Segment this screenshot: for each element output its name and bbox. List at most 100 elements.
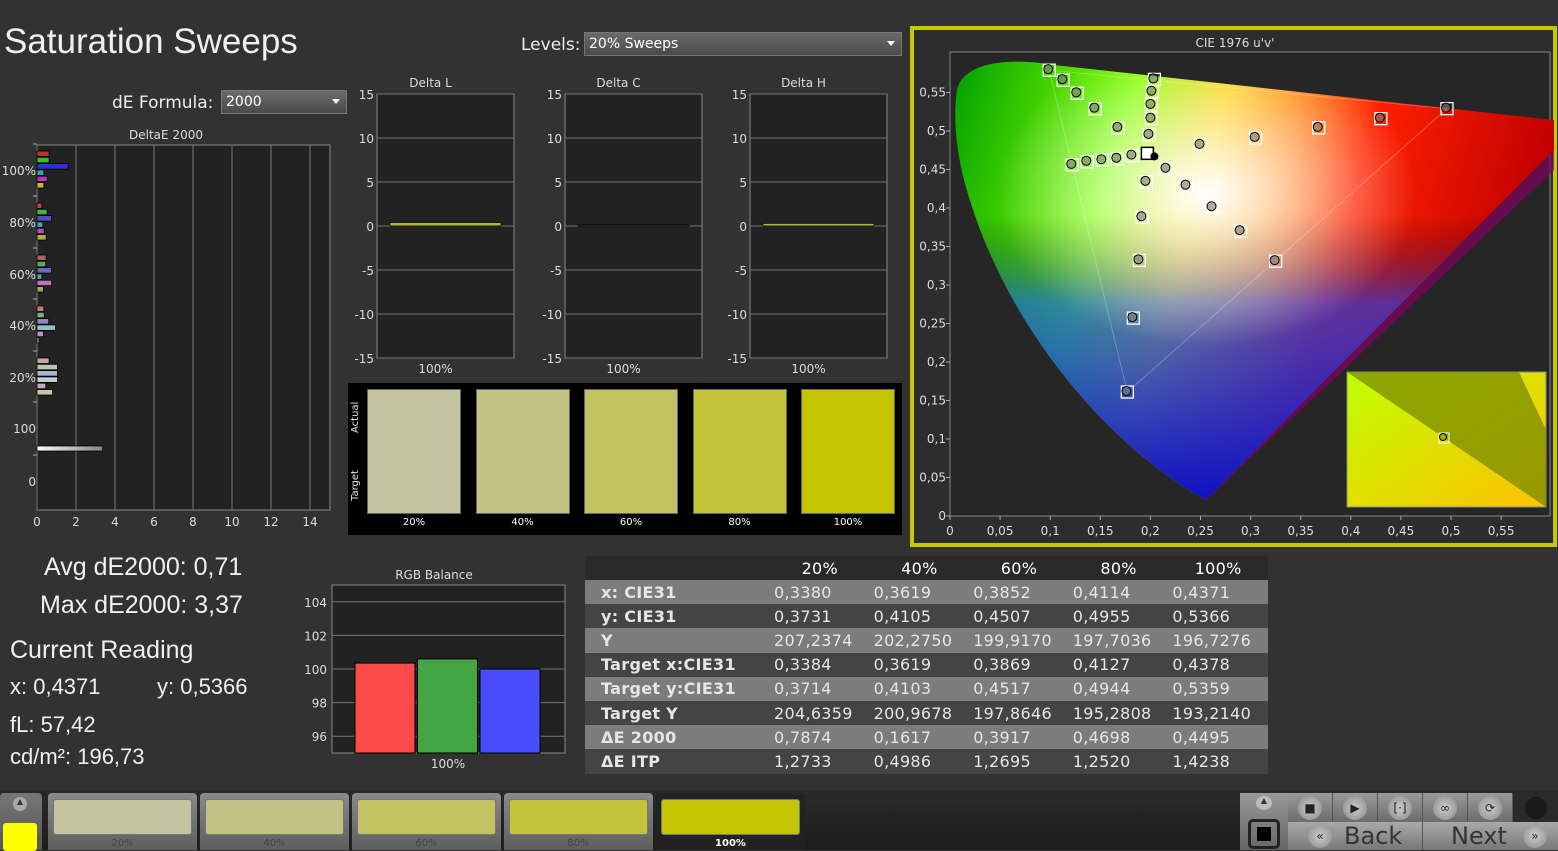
sweep-tile-40%[interactable]: 40% [200, 793, 349, 850]
stop-panel: ▲ [1240, 793, 1288, 850]
cell: 202,2750 [869, 628, 970, 653]
cell: 0,1617 [869, 725, 970, 750]
levels-value: 20% Sweeps [589, 36, 679, 52]
measured-point [1126, 149, 1137, 160]
sweep-tile-100%[interactable]: 100% [656, 793, 805, 850]
y-tick-label: 15 [359, 88, 374, 102]
swatch-label: 60% [619, 517, 643, 528]
y-tick-label: -15 [727, 352, 747, 366]
color-indicator: ▲ [0, 793, 42, 851]
x-tick-label: 6 [150, 515, 158, 529]
deltae-bar [36, 286, 44, 293]
sweep-tile-20%[interactable]: 20% [48, 793, 197, 850]
cell: 0,4517 [969, 676, 1069, 701]
stop-measure-button[interactable] [1248, 819, 1280, 849]
cell: 200,9678 [869, 700, 970, 726]
cell: 0,4955 [1068, 604, 1169, 629]
target-marker [1135, 210, 1150, 224]
swatch-label: 20% [402, 517, 426, 528]
deltae-chart: DeltaE 2000 0 2 4 6 8 10 12 14 100% 80% 60% 40% 20% 10… [2, 128, 331, 529]
deltae-bar [36, 267, 53, 274]
table-row: y: CIE31 0,3731 0,4105 0,4507 0,4955 0,5366 [585, 604, 1268, 629]
tile-swatch [205, 799, 344, 835]
cell: 199,9170 [969, 628, 1069, 653]
y-tick-label: 10 [732, 132, 747, 146]
table-row: Target y:CIE31 0,3714 0,4103 0,4517 0,4944 0,… [585, 676, 1268, 701]
cell: 1,2695 [969, 749, 1069, 774]
target-marker [1065, 158, 1079, 172]
x-label: 100% [431, 757, 465, 771]
swatch-80% [692, 389, 787, 514]
x-tick-label: 0,05 [987, 524, 1014, 538]
cie-chart: CIE 1976 u'v' 0 0,05 0,1 0,15 0,2 0,25 0,3 0,35 0… [919, 36, 1554, 538]
next-button[interactable]: Next » [1423, 822, 1558, 850]
levels-select[interactable]: 20% Sweeps [584, 32, 902, 56]
tile-label: 60% [415, 838, 438, 849]
sweep-tile-80%[interactable]: 80% [504, 793, 653, 850]
measured-point [1133, 254, 1144, 265]
y-tick-label: 0,3 [927, 278, 946, 292]
measured-point [1127, 312, 1138, 323]
y-tick-label: 5 [554, 176, 562, 190]
measured-point [1440, 102, 1451, 113]
target-marker [1145, 85, 1160, 99]
target-marker [1205, 200, 1220, 214]
measured-point [1146, 85, 1157, 96]
deltae-bar [36, 234, 47, 241]
y-tick-label: 104 [304, 596, 327, 610]
x-tick-label: 0,45 [1388, 524, 1415, 538]
reading-cdm2: cd/m²: 196,73 [10, 744, 145, 769]
measured-point [1145, 112, 1156, 123]
swatch-label: 80% [728, 517, 751, 528]
levels-label: Levels: [521, 35, 581, 55]
y-tick-label: 80% [9, 216, 36, 230]
column-header: 40% [869, 556, 970, 580]
measured-point [1249, 131, 1260, 142]
swatch-20% [367, 389, 461, 514]
cell: 0,4378 [1168, 652, 1268, 677]
column-header [585, 556, 770, 580]
refresh-button[interactable]: ⟳ [1468, 793, 1513, 823]
reading-x: x: 0,4371 [10, 674, 101, 699]
deltae-bar [36, 221, 44, 228]
tile-label: 80% [567, 838, 590, 849]
table-row: ΔE ITP 1,2733 0,4986 1,2695 1,2520 1,4238 [585, 749, 1268, 774]
scroll-up-icon[interactable]: ▲ [13, 797, 27, 811]
read-series-button[interactable]: [·] [1378, 793, 1423, 823]
scroll-up-icon[interactable]: ▲ [1256, 796, 1272, 810]
target-marker [1110, 152, 1124, 166]
cell: 1,2733 [770, 749, 870, 774]
x-tick-label: 0,25 [1187, 524, 1214, 538]
de-formula-select[interactable]: 2000 [221, 90, 347, 114]
y-tick-label: 0,1 [927, 432, 946, 446]
cell: 0,3619 [869, 580, 970, 605]
target-marker [1139, 175, 1154, 189]
page-title: Saturation Sweeps [4, 22, 298, 61]
delta-bar [577, 224, 690, 227]
current-reading-point [1150, 152, 1159, 161]
cell: 0,4698 [1068, 725, 1169, 750]
double-chevron-left-icon: « [1308, 824, 1332, 848]
continuous-button[interactable]: ∞ [1423, 793, 1468, 823]
x-tick-label: 0,5 [1441, 524, 1460, 538]
play-icon: ▶ [1343, 796, 1367, 820]
sweep-tile-60%[interactable]: 60% [352, 793, 501, 850]
measured-point [1145, 98, 1156, 109]
swatch-60% [584, 389, 678, 514]
cell: 0,4495 [1168, 725, 1268, 750]
stop-button[interactable]: ■ [1288, 793, 1333, 823]
target-marker [1193, 138, 1208, 152]
swatch-label: 100% [833, 517, 863, 528]
current-color-swatch [3, 823, 37, 851]
tile-label: 40% [263, 838, 286, 849]
y-tick-label: 20% [9, 371, 36, 385]
deltae-bar [36, 273, 43, 280]
measurement-table: 20% 40% 60% 80% 100% x: CIE31 0,3380 0,3619 0,38… [585, 556, 1268, 774]
cell: 204,6359 [770, 700, 870, 726]
table-row: Y 207,2374 202,2750 199,9170 197,7036 196,727… [585, 628, 1268, 653]
x-tick-label: 4 [111, 515, 119, 529]
back-button[interactable]: « Back [1288, 822, 1423, 850]
row-label: Target Y [585, 700, 770, 726]
play-button[interactable]: ▶ [1333, 793, 1378, 823]
tile-label: 20% [111, 838, 134, 849]
